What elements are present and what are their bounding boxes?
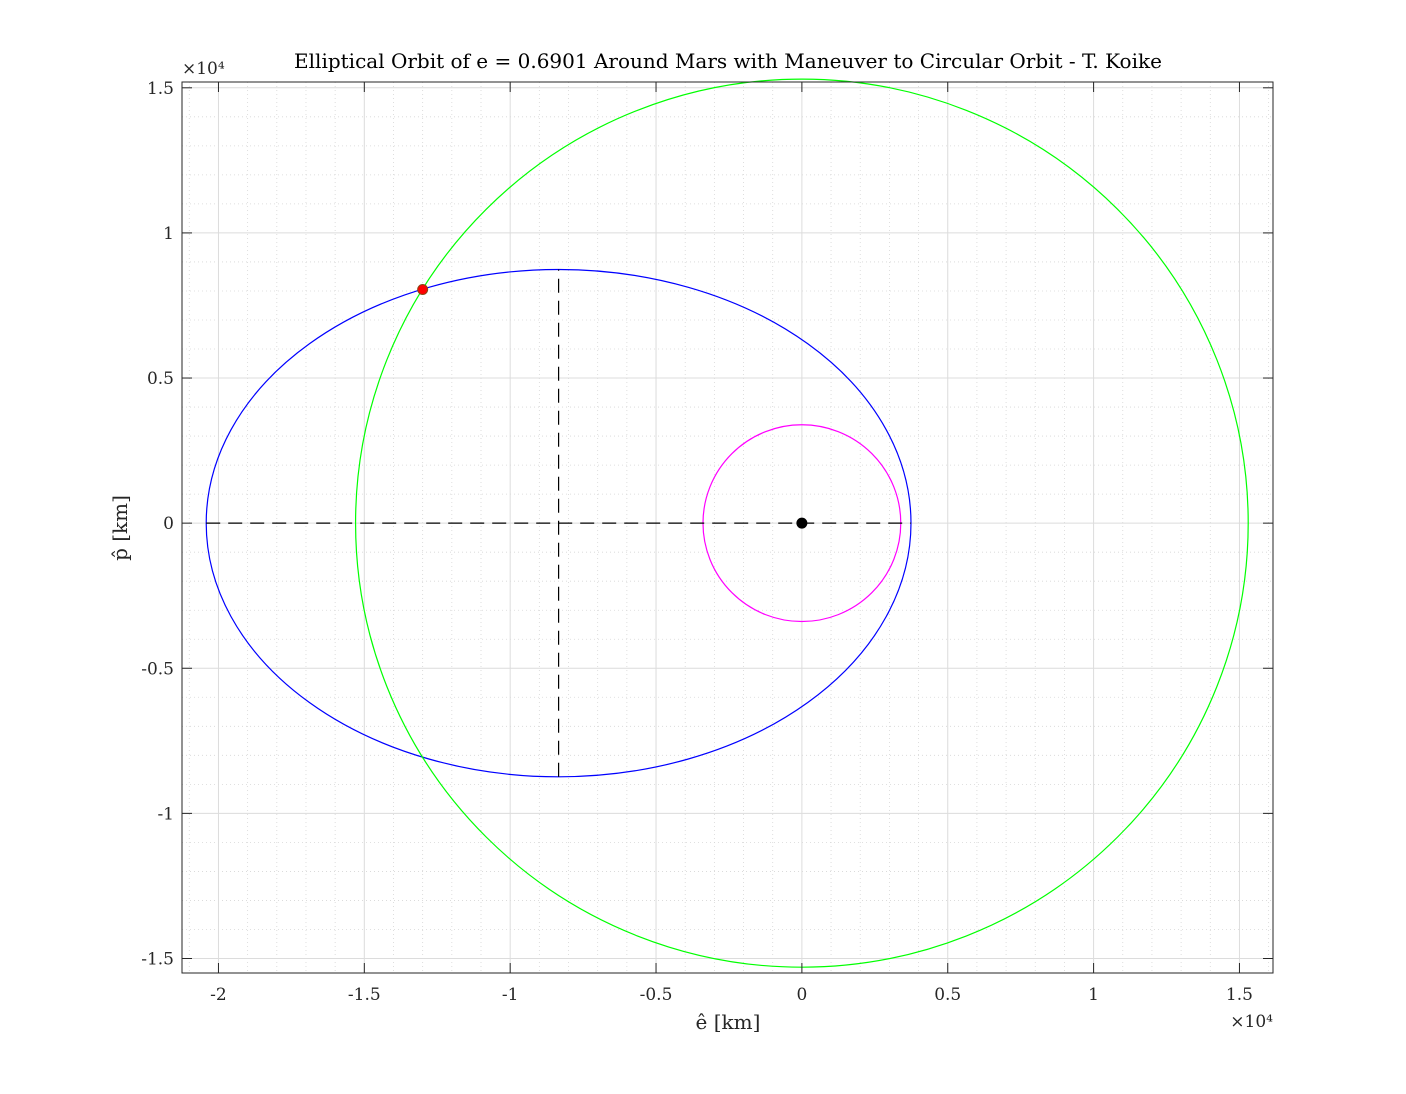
y-tick-label: 0 [163,514,174,534]
major-grid [182,82,1273,973]
x-tick-label: 1 [1088,985,1099,1005]
chart-title: Elliptical Orbit of e = 0.6901 Around Ma… [294,49,1162,73]
ticks [182,82,1273,973]
y-tick-label: 0.5 [147,369,174,389]
y-tick-label: 1 [163,224,174,244]
x-tick-label: -1.5 [348,985,381,1005]
y-tick-label: -0.5 [141,659,174,679]
y-axis-exponent: ×10⁴ [182,59,225,79]
x-tick-label: -1 [502,985,519,1005]
x-tick-label: 0.5 [934,985,961,1005]
x-axis-label: ê [km] [696,1010,761,1034]
y-tick-label: 1.5 [147,79,174,99]
series-point-5 [796,517,808,529]
x-tick-label: 1.5 [1226,985,1253,1005]
x-tick-label: -0.5 [640,985,673,1005]
x-axis-exponent: ×10⁴ [1230,1012,1273,1032]
y-axis-label: p̂ [km] [108,495,132,561]
y-tick-label: -1 [157,804,174,824]
x-tick-label: -2 [210,985,227,1005]
axes-box [181,81,1274,974]
minor-grid [182,82,1273,973]
x-tick-label: 0 [796,985,807,1005]
y-tick-label: -1.5 [141,949,174,969]
tick-labels: -2 -1.5 -1 -0.5 0 0.5 1 1.5 -1.5 -1 -0.5 0 0.5 1 1.5 [141,79,1253,1005]
series-point-6 [417,284,429,296]
